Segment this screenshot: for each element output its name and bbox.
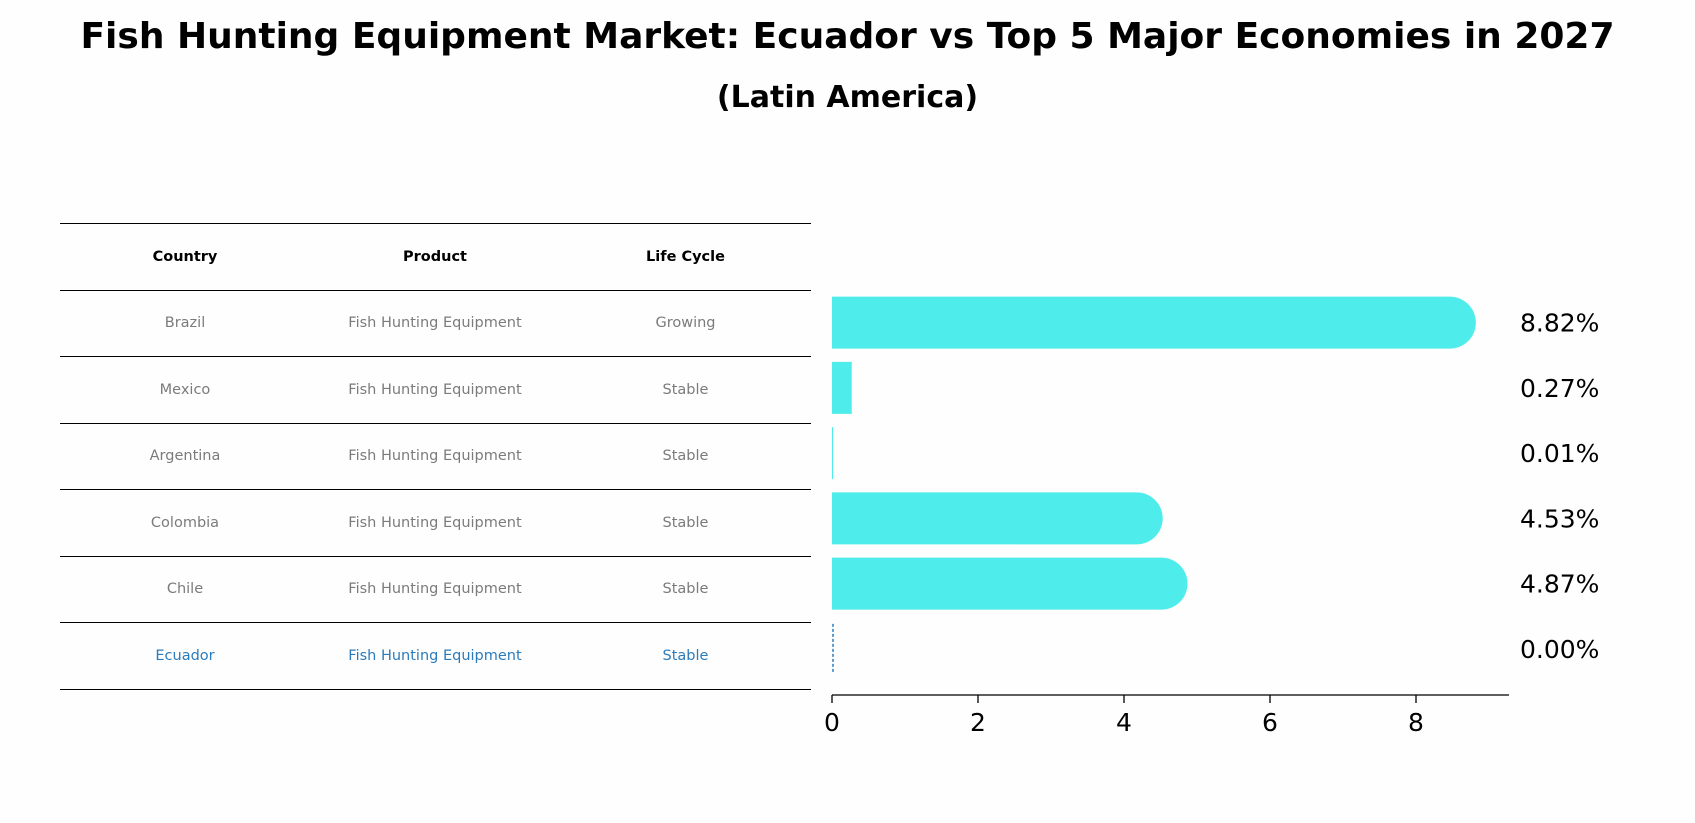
table-row: Chile Fish Hunting Equipment Stable <box>60 555 811 623</box>
table-header-row: Country Product Life Cycle <box>60 223 811 290</box>
country-table: Country Product Life Cycle Brazil Fish H… <box>60 223 811 690</box>
country-cell: Ecuador <box>155 647 215 664</box>
life-cycle-cell: Stable <box>662 448 709 465</box>
x-tick-label-4: 4 <box>1116 708 1132 737</box>
life-cycle-cell: Stable <box>662 581 709 598</box>
x-tick-label-0: 0 <box>824 708 840 737</box>
bar-chile <box>832 557 1188 610</box>
life-cycle-cell: Stable <box>662 514 709 531</box>
chart-subtitle: (Latin America) <box>716 80 979 115</box>
chart-title: Fish Hunting Equipment Market: Ecuador v… <box>80 16 1615 57</box>
x-tick-label-6: 6 <box>1262 708 1278 737</box>
life-cycle-cell: Stable <box>662 647 709 664</box>
product-cell: Fish Hunting Equipment <box>348 448 522 465</box>
bar-argentina <box>832 427 833 480</box>
header-product: Product <box>403 248 467 265</box>
product-cell: Fish Hunting Equipment <box>348 647 522 664</box>
product-cell: Fish Hunting Equipment <box>348 381 522 398</box>
table-row: Colombia Fish Hunting Equipment Stable <box>60 489 811 556</box>
bar-colombia <box>832 492 1163 545</box>
header-country: Country <box>152 248 218 265</box>
bar-mexico <box>832 361 852 414</box>
country-cell: Brazil <box>164 315 206 332</box>
data-label-mexico: 0.27% <box>1520 374 1599 403</box>
table-row: Argentina Fish Hunting Equipment Stable <box>60 422 811 490</box>
country-cell: Colombia <box>150 514 220 531</box>
data-label-colombia: 4.53% <box>1520 504 1599 533</box>
product-cell: Fish Hunting Equipment <box>348 581 522 598</box>
table-row: Brazil Fish Hunting Equipment Growing <box>60 289 811 357</box>
data-label-chile: 4.87% <box>1520 570 1599 599</box>
life-cycle-cell: Stable <box>662 381 709 398</box>
product-cell: Fish Hunting Equipment <box>348 315 522 332</box>
table-row-highlight: Ecuador Fish Hunting Equipment Stable <box>60 622 811 690</box>
country-cell: Argentina <box>149 448 221 465</box>
data-label-ecuador: 0.00% <box>1520 635 1599 664</box>
country-cell: Chile <box>166 581 204 598</box>
data-label-argentina: 0.01% <box>1520 439 1599 468</box>
header-life-cycle: Life Cycle <box>646 248 725 265</box>
x-tick-label-2: 2 <box>970 708 986 737</box>
x-tick-label-8: 8 <box>1408 708 1424 737</box>
life-cycle-cell: Growing <box>655 315 716 332</box>
data-label-brazil: 8.82% <box>1520 309 1599 338</box>
bar-brazil <box>832 296 1476 349</box>
table-row: Mexico Fish Hunting Equipment Stable <box>60 356 811 423</box>
country-cell: Mexico <box>159 381 211 398</box>
product-cell: Fish Hunting Equipment <box>348 514 522 531</box>
